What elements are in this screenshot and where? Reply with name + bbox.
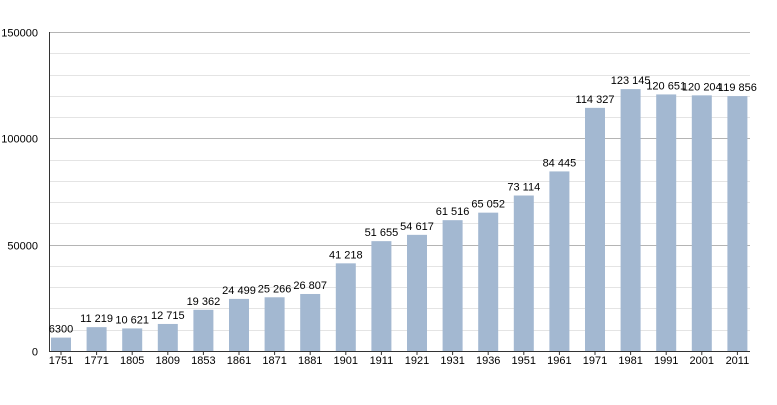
x-tick-label: 1861 — [227, 355, 251, 367]
x-tick-label: 1805 — [120, 355, 144, 367]
data-label: 65 052 — [471, 199, 505, 211]
x-tick-label: 1961 — [547, 355, 571, 367]
data-label: 54 617 — [400, 221, 434, 233]
x-tick-label: 1911 — [370, 355, 394, 367]
x-tick-label: 1901 — [334, 355, 358, 367]
bar — [229, 298, 249, 351]
data-label: 123 145 — [611, 75, 651, 87]
bar-layer — [51, 89, 748, 352]
bar — [86, 327, 107, 351]
x-tick-label: 1981 — [618, 355, 642, 367]
data-label: 41 218 — [329, 249, 363, 261]
axis-layer — [49, 32, 750, 355]
data-label: 24 499 — [222, 285, 256, 297]
data-label: 114 327 — [576, 94, 615, 106]
x-tick-label: 1991 — [654, 355, 678, 367]
x-tick-label: 1936 — [476, 355, 500, 367]
x-tick-label: 2011 — [726, 355, 750, 367]
x-tick-label: 1871 — [262, 355, 286, 367]
label-layer: 0 50000 100000 150000 1751 1771 1805 1809 1853 18… — [1, 28, 757, 368]
bar — [51, 337, 71, 351]
x-tick-label: 1853 — [191, 355, 215, 367]
y-tick-label: 100000 — [1, 134, 38, 146]
bar — [585, 107, 605, 351]
bar — [335, 263, 356, 351]
bar — [371, 241, 392, 351]
data-label: 25 266 — [258, 283, 292, 295]
bar — [656, 94, 677, 352]
data-label: 12 715 — [151, 310, 185, 322]
x-tick-label: 1809 — [156, 355, 180, 367]
data-label: 120 651 — [646, 80, 686, 92]
bar — [122, 328, 143, 351]
bar — [620, 89, 641, 351]
x-tick-label: 1881 — [298, 355, 322, 367]
data-label: 120 204 — [682, 81, 722, 93]
bar — [513, 195, 534, 351]
data-label: 84 445 — [543, 157, 577, 169]
data-label: 6300 — [49, 324, 73, 336]
bar — [727, 96, 748, 352]
bar — [157, 323, 178, 351]
x-tick-label: 1751 — [49, 355, 73, 367]
data-label: 26 807 — [293, 280, 327, 292]
bar — [407, 234, 427, 351]
bar — [193, 309, 214, 351]
data-label: 10 621 — [115, 314, 149, 326]
bar — [300, 293, 321, 351]
x-tick-label: 2001 — [690, 355, 714, 367]
x-tick-label: 1951 — [512, 355, 536, 367]
bar — [264, 297, 285, 351]
bar — [691, 95, 712, 352]
x-tick-label: 1971 — [583, 355, 607, 367]
y-tick-label: 0 — [32, 347, 38, 359]
bar — [442, 220, 463, 351]
data-label: 61 516 — [436, 206, 470, 218]
x-tick-label: 1921 — [405, 355, 429, 367]
x-tick-label: 1931 — [440, 355, 464, 367]
data-label: 73 114 — [507, 182, 540, 194]
y-tick-label: 50000 — [7, 241, 38, 253]
data-label: 119 856 — [718, 82, 757, 94]
bar — [478, 212, 499, 351]
x-tick-label: 1771 — [84, 355, 108, 367]
data-label: 19 362 — [187, 296, 221, 308]
data-label: 51 655 — [365, 227, 399, 239]
y-tick-label: 150000 — [1, 28, 38, 40]
bar — [549, 171, 570, 351]
data-label: 11 219 — [80, 313, 113, 325]
